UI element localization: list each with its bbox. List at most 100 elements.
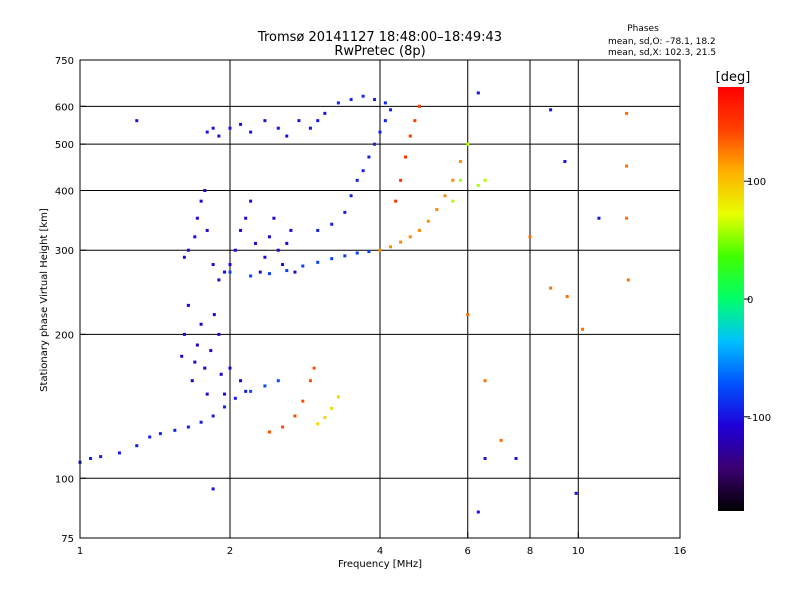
data-point [408, 134, 412, 138]
data-point [355, 251, 359, 255]
data-point [239, 379, 243, 383]
data-point [458, 159, 462, 163]
y-tick-label: 750 [55, 56, 74, 67]
data-point [99, 455, 103, 459]
data-point [228, 126, 232, 130]
data-point [343, 210, 347, 214]
data-point [276, 379, 280, 383]
data-point [597, 216, 601, 220]
data-point [239, 122, 243, 126]
data-points [78, 91, 630, 514]
data-point [285, 241, 289, 245]
data-point [244, 216, 248, 220]
data-point [267, 235, 271, 239]
data-point [399, 240, 403, 244]
data-point [389, 108, 393, 112]
data-point [203, 188, 207, 192]
data-point [233, 396, 237, 400]
x-axis-label: Frequency [MHz] [338, 559, 422, 570]
chart-title: Tromsø 20141127 18:48:00–18:49:43 RwPret… [257, 30, 502, 59]
data-point [626, 278, 630, 282]
data-point [180, 354, 184, 358]
x-tick-label: 6 [465, 546, 471, 557]
data-point [367, 250, 371, 254]
data-point [223, 392, 227, 396]
grid-lines [80, 60, 680, 538]
y-tick-label: 600 [55, 102, 74, 113]
x-tick-label: 4 [377, 546, 383, 557]
chart-title-line2: RwPretec (8p) [334, 44, 425, 59]
colorbar-tick-label: 100 [747, 177, 766, 188]
data-point [267, 272, 271, 276]
data-point [263, 255, 267, 259]
data-point [211, 414, 215, 418]
data-point [330, 406, 334, 410]
x-tick-label: 2 [227, 546, 233, 557]
data-point [263, 384, 267, 388]
data-point [205, 228, 209, 232]
data-point [289, 228, 293, 232]
data-point [199, 322, 203, 326]
x-tick-label: 1 [77, 546, 83, 557]
data-point [483, 379, 487, 383]
data-point [343, 254, 347, 258]
data-point [466, 313, 470, 317]
data-point [316, 422, 320, 426]
colorbar-label: [deg] [716, 70, 751, 85]
colorbar-tick-label: 0 [747, 295, 753, 306]
data-point [528, 235, 532, 239]
data-point [219, 372, 223, 376]
data-point [316, 260, 320, 264]
data-point [276, 248, 280, 252]
data-point [408, 235, 412, 239]
data-point [417, 228, 421, 232]
data-point [285, 134, 289, 138]
data-point [417, 104, 421, 108]
data-point [378, 130, 382, 134]
data-point [190, 379, 194, 383]
data-point [249, 130, 253, 134]
data-point [383, 119, 387, 123]
colorbar: [deg] 100 0 –100 [716, 70, 771, 511]
data-point [323, 111, 327, 115]
data-point [373, 142, 377, 146]
data-point [349, 98, 353, 102]
stats-heading: Phases [627, 24, 659, 34]
data-point [272, 216, 276, 220]
data-point [565, 295, 569, 299]
data-point [199, 420, 203, 424]
data-point [476, 91, 480, 95]
data-point [316, 119, 320, 123]
y-tick-label: 75 [61, 534, 74, 545]
colorbar-tick-label: –100 [747, 413, 771, 424]
data-point [199, 199, 203, 203]
data-point [186, 248, 190, 252]
data-point [205, 130, 209, 134]
data-point [228, 366, 232, 370]
data-point [301, 264, 305, 268]
data-point [211, 487, 215, 491]
data-point [426, 219, 430, 223]
data-point [223, 270, 227, 274]
x-axis-ticks: 1 2 4 6 8 10 16 [77, 532, 686, 557]
data-point [173, 428, 177, 432]
data-point [483, 456, 487, 460]
stats-line-o: mean, sd,O: –78.1, 18.2 [608, 37, 716, 47]
data-point [316, 228, 320, 232]
data-point [308, 126, 312, 130]
colorbar-gradient [718, 87, 744, 511]
data-point [253, 241, 257, 245]
data-point [195, 343, 199, 347]
data-point [193, 235, 197, 239]
data-point [249, 199, 253, 203]
data-point [394, 199, 398, 203]
data-point [217, 134, 221, 138]
y-axis-ticks: 75 100 200 300 400 500 600 750 [55, 56, 86, 545]
data-point [466, 142, 470, 146]
data-point [228, 263, 232, 267]
y-tick-label: 200 [55, 330, 74, 341]
data-point [263, 119, 267, 123]
data-point [223, 405, 227, 409]
data-point [336, 395, 340, 399]
